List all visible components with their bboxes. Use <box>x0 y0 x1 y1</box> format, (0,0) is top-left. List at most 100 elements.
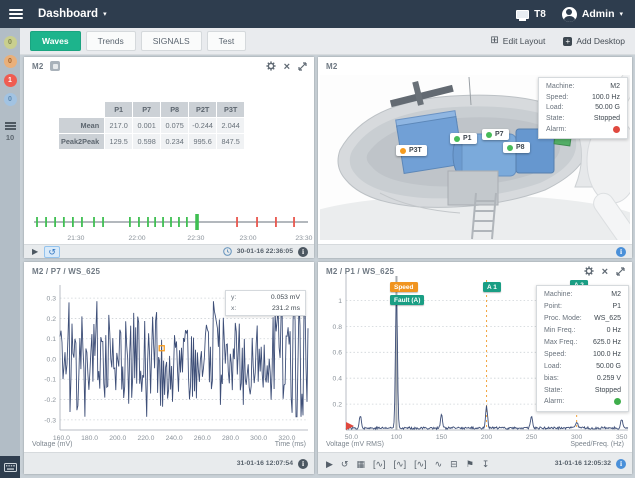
svg-text:250: 250 <box>526 434 538 441</box>
svg-text:350: 350 <box>616 434 628 441</box>
gear-icon[interactable] <box>265 61 276 72</box>
stats-table: P1 P7 P8 P2T P3T Mean 217.0 0.001 0.075 -0.244 2.0… <box>58 101 245 150</box>
info-value: 625.0 Hz <box>592 339 621 346</box>
single-cursor-icon[interactable]: [∿] <box>372 458 386 469</box>
svg-text:220.0: 220.0 <box>137 435 154 442</box>
marker-tag-fault[interactable]: Fault (A) <box>390 295 425 305</box>
snapshot-icon[interactable]: ▦ <box>356 458 365 469</box>
tab-trends[interactable]: Trends <box>85 31 136 51</box>
info-row: Machine: M2 <box>544 291 621 298</box>
sidebar-badge-0[interactable]: 0 <box>3 36 17 49</box>
dashboard-menu[interactable]: Dashboard ▾ <box>38 8 107 20</box>
readout-label: x: <box>231 305 237 312</box>
point-badge-p7[interactable]: P7 <box>482 129 509 140</box>
sidebar-badge-1[interactable]: 0 <box>3 55 17 68</box>
band-icon[interactable]: ⊟ <box>450 458 458 469</box>
svg-text:300.0: 300.0 <box>250 435 267 442</box>
play-icon[interactable]: ▶ <box>32 247 39 256</box>
info-row: Proc. Mode: WS_625 <box>544 315 621 322</box>
svg-text:-0.2: -0.2 <box>44 397 56 404</box>
info-icon[interactable]: i <box>616 458 626 469</box>
flag-icon[interactable]: ⚑ <box>465 458 474 469</box>
svg-text:1: 1 <box>338 298 342 305</box>
panel-footer: ▶ ↺ 30-01-16 22:36:05 i <box>24 244 314 258</box>
table-corner <box>59 102 104 117</box>
tab-test[interactable]: Test <box>206 31 247 51</box>
page-title: Dashboard <box>38 8 99 20</box>
panel-title: M2 / P1 / WS_625 <box>326 267 395 276</box>
info-row: Alarm: <box>544 398 621 406</box>
add-desktop-button[interactable]: + Add Desktop <box>563 36 625 46</box>
info-row: Speed: 100.0 Hz <box>546 94 620 101</box>
info-label: State: <box>546 115 565 123</box>
history-mode-icon[interactable]: ↺ <box>44 245 61 258</box>
table-column-header: P1 <box>105 102 133 117</box>
svg-text:0.3: 0.3 <box>47 296 57 303</box>
readout-label: y: <box>231 294 237 301</box>
axis-position-marker[interactable] <box>346 422 354 430</box>
expand-icon[interactable] <box>298 61 307 72</box>
info-icon[interactable]: i <box>298 458 308 469</box>
topbar-right: T8 Admin ▾ <box>516 6 623 22</box>
y-axis-caption: Voltage (mV RMS) <box>326 441 384 448</box>
edit-layout-label: Edit Layout <box>502 36 546 46</box>
info-row: bias: 0.259 V <box>544 375 621 382</box>
info-icon[interactable]: i <box>616 246 626 257</box>
panel-controls: × <box>583 265 625 278</box>
history-icon[interactable]: ↺ <box>340 458 349 469</box>
expand-icon[interactable] <box>616 266 625 277</box>
svg-text:300: 300 <box>571 434 583 441</box>
info-label: Machine: <box>546 82 575 90</box>
info-icon[interactable]: i <box>298 246 308 257</box>
close-icon[interactable]: × <box>283 60 290 73</box>
point-label: P7 <box>495 131 504 138</box>
gear-icon[interactable] <box>583 266 594 277</box>
harmonic-cursor-icon[interactable]: [∿] <box>393 458 407 469</box>
point-badge-p1[interactable]: P1 <box>450 133 477 144</box>
queue-list-icon[interactable] <box>4 122 16 130</box>
table-row-header: Peak2Peak <box>59 134 105 149</box>
table-column-header: P3T <box>217 102 245 117</box>
alarm-badges: 0 0 1 0 <box>0 28 20 106</box>
table-cell: -0.244 <box>189 118 217 133</box>
machine-panel: M2 <box>318 57 632 258</box>
timeline-strip[interactable]: 21:30 22:00 22:30 23:00 23:30 <box>24 207 314 252</box>
edit-layout-button[interactable]: ⊞ Edit Layout <box>490 36 546 47</box>
avatar <box>561 6 577 22</box>
info-value: 0 Hz <box>606 327 621 335</box>
marker-tag-speed[interactable]: Speed <box>390 282 418 292</box>
svg-text:260.0: 260.0 <box>194 435 211 442</box>
menu-icon[interactable] <box>9 9 23 19</box>
waveform-trace <box>59 301 309 418</box>
info-label: Proc. Mode: <box>544 315 582 323</box>
table-column-header: P2T <box>189 102 217 117</box>
svg-text:180.0: 180.0 <box>81 435 98 442</box>
tab-signals[interactable]: SIGNALS <box>140 31 202 51</box>
sideband-cursor-icon[interactable]: [∿] <box>414 458 427 469</box>
sidebar-badge-3[interactable]: 0 <box>3 93 17 106</box>
tab-waves[interactable]: Waves <box>30 31 81 51</box>
table-cell: 217.0 <box>105 118 133 133</box>
info-label: Min Freq.: <box>544 327 576 335</box>
marker-tag-a1[interactable]: A 1 <box>483 282 501 292</box>
point-status-dot <box>486 131 492 138</box>
waveform-cursor-marker[interactable] <box>158 345 165 352</box>
download-icon[interactable]: ↧ <box>481 458 490 469</box>
readout-value: 231.2 ms <box>272 305 300 312</box>
user-menu[interactable]: Admin ▾ <box>561 6 623 22</box>
table-row: Peak2Peak 129.5 0.598 0.234 995.6 847.5 <box>59 134 245 149</box>
play-icon[interactable]: ▶ <box>326 458 333 469</box>
info-value: 0.259 V <box>596 374 621 382</box>
info-row: Speed: 100.0 Hz <box>544 351 621 358</box>
keyboard-toggle[interactable] <box>0 456 20 478</box>
sidebar-badge-2[interactable]: 1 <box>3 74 17 87</box>
point-badge-p3t[interactable]: P3T <box>396 145 427 156</box>
waveform-icon[interactable]: ∿ <box>434 458 443 469</box>
info-label: Max Freq.: <box>544 339 578 346</box>
spectrum-chart[interactable]: 1 0.8 0.6 0.4 0.2 50.0 100 150 200 250 300 350 <box>318 272 632 452</box>
point-badge-p8[interactable]: P8 <box>503 142 530 153</box>
close-icon[interactable]: × <box>601 265 608 278</box>
waveform-chart[interactable]: 0.3 0.2 0.1 0.0 -0.1 -0.2 -0.3 160.0 180.0 200.0 2… <box>24 280 314 452</box>
svg-text:-0.1: -0.1 <box>44 377 56 384</box>
screen-selector[interactable]: T8 <box>516 9 546 21</box>
